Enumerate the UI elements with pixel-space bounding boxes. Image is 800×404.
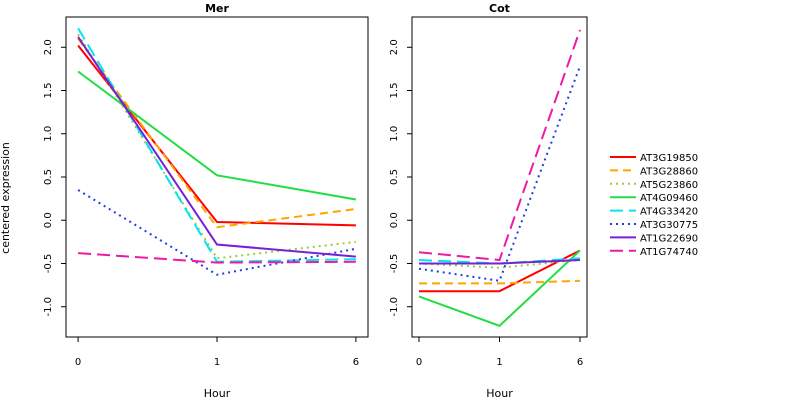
y-tick-label: 1.5 [389, 83, 400, 99]
y-tick-label: 1.5 [43, 83, 54, 99]
legend-label: AT3G28860 [640, 166, 698, 177]
plot-frame [411, 16, 588, 338]
x-tick-label: 0 [75, 357, 81, 368]
y-tick-label: -0.5 [43, 254, 54, 274]
y-tick-label: 1.0 [43, 126, 54, 142]
y-tick-label: 2.0 [389, 39, 400, 55]
y-tick-label: 0.5 [43, 169, 54, 185]
y-tick-label: -1.0 [43, 297, 54, 317]
series-line-at1g22690 [419, 259, 581, 265]
panel-title: Cot [489, 2, 510, 15]
y-axis-label: centered expression [0, 142, 12, 254]
y-tick-label: -0.5 [389, 254, 400, 274]
plot-frame [65, 16, 369, 338]
series-line-at1g74740 [78, 252, 356, 264]
series-line-at3g30775 [77, 189, 357, 276]
y-tick-label: -1.0 [389, 297, 400, 317]
series-line-at3g28860 [77, 38, 357, 229]
series-line-at1g22690 [77, 36, 356, 258]
panel-cot: Cot -1.0 -0.5 0.0 0.5 1.0 1.5 2.0 0 1 6 Hour [389, 0, 588, 400]
x-tick-label: 0 [416, 357, 422, 368]
x-axis-label: Hour [486, 387, 513, 400]
series-line-at3g19850 [419, 249, 581, 293]
legend-item: AT5G23860 [610, 180, 698, 191]
y-tick-label: 0.5 [389, 169, 400, 185]
series-line-at4g09460 [77, 70, 357, 201]
legend-label: AT1G22690 [640, 233, 698, 244]
panel-mer: Mer -1.0 -0.5 0.0 0.5 1.0 1.5 2.0 0 1 6 Hour [43, 0, 369, 400]
legend-item: AT1G74740 [610, 247, 698, 258]
x-axis-label: Hour [204, 387, 231, 400]
legend-item: AT3G28860 [610, 166, 698, 177]
series-line-at1g74740 [418, 29, 581, 262]
legend-label: AT4G33420 [640, 207, 698, 218]
legend-item: AT4G33420 [610, 207, 698, 218]
series-line-at4g09460 [418, 249, 581, 327]
legend-label: AT3G30775 [640, 220, 698, 231]
x-tick-label: 6 [577, 357, 583, 368]
series-line-at3g28860 [419, 279, 581, 285]
legend-label: AT5G23860 [640, 180, 698, 191]
legend-label: AT3G19850 [640, 153, 698, 164]
series-line-at3g19850 [77, 44, 356, 227]
x-tick-label: 6 [353, 357, 359, 368]
legend-item: AT3G30775 [610, 220, 698, 231]
y-tick-label: 2.0 [43, 39, 54, 55]
series-line-at3g30775 [418, 65, 581, 282]
panel-header [412, 0, 587, 17]
legend-item: AT1G22690 [610, 233, 698, 244]
legend-label: AT4G09460 [640, 193, 698, 204]
x-tick-label: 1 [214, 357, 220, 368]
x-tick-label: 1 [496, 357, 502, 368]
legend-label: AT1G74740 [640, 247, 698, 258]
panel-title: Mer [205, 2, 229, 15]
y-tick-label: 1.0 [389, 126, 400, 142]
y-tick-label: 0.0 [43, 212, 54, 228]
legend-item: AT3G19850 [610, 153, 698, 164]
panel-header [66, 0, 368, 17]
legend: AT3G19850 AT3G28860 AT5G23860 AT4G09460 AT4G… [610, 153, 698, 258]
legend-item: AT4G09460 [610, 193, 698, 204]
y-tick-label: 0.0 [389, 212, 400, 228]
